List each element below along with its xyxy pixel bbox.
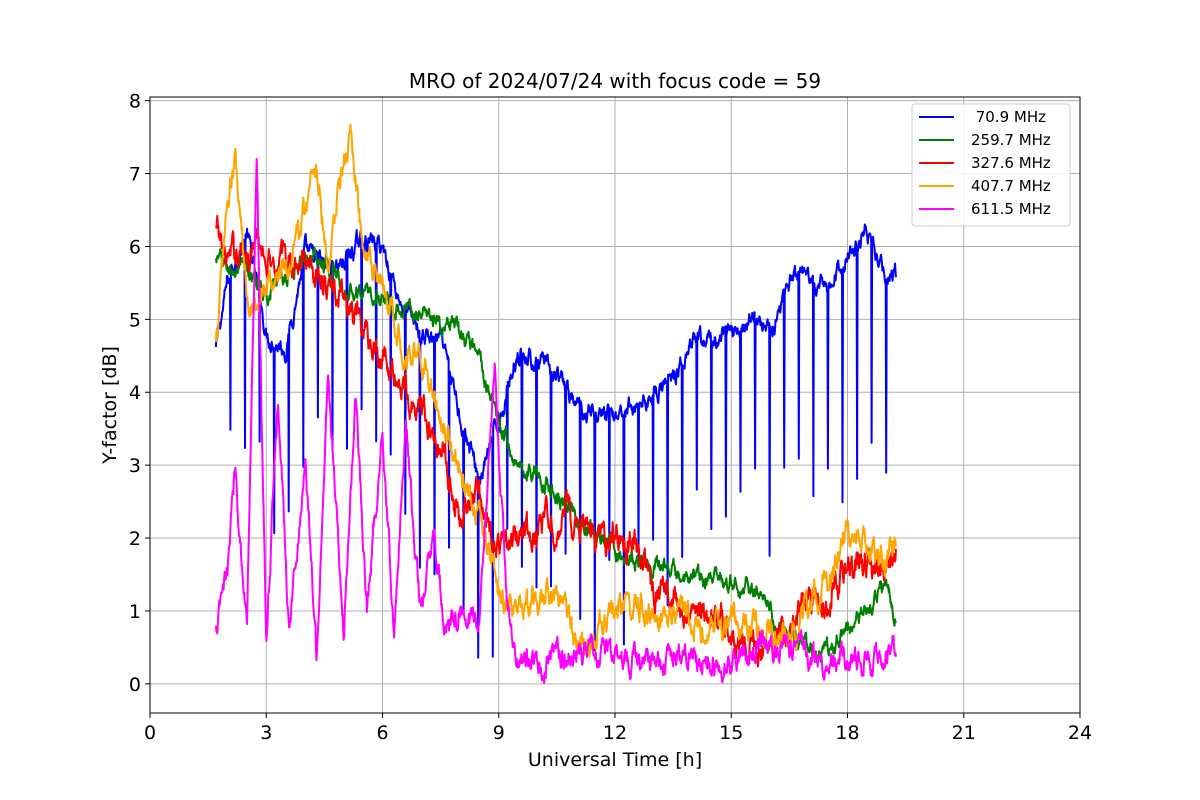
y-tick-label: 2 bbox=[129, 528, 141, 550]
series-line bbox=[214, 158, 897, 684]
x-tick-label: 0 bbox=[144, 722, 156, 744]
x-tick-label: 18 bbox=[835, 722, 859, 744]
series-layer bbox=[214, 123, 897, 684]
y-tick-label: 6 bbox=[129, 236, 141, 258]
x-tick-label: 9 bbox=[493, 722, 505, 744]
x-tick-label: 21 bbox=[952, 722, 976, 744]
legend-box bbox=[911, 103, 1071, 227]
y-tick-label: 7 bbox=[129, 164, 141, 186]
series-line bbox=[214, 214, 897, 668]
y-axis-label: Y-factor [dB] bbox=[99, 346, 121, 465]
legend-label: 259.7 MHz bbox=[971, 131, 1051, 149]
x-tick-label: 6 bbox=[376, 722, 388, 744]
legend-label: 611.5 MHz bbox=[971, 200, 1051, 218]
x-axis-label: Universal Time [h] bbox=[528, 749, 702, 771]
series-line bbox=[214, 123, 897, 658]
x-tick-label: 24 bbox=[1068, 722, 1092, 744]
y-tick-label: 3 bbox=[129, 455, 141, 477]
y-tick-label: 1 bbox=[129, 601, 141, 623]
legend-label: 70.9 MHz bbox=[971, 108, 1046, 126]
legend-label: 327.6 MHz bbox=[971, 154, 1051, 172]
y-tick-label: 4 bbox=[129, 382, 141, 404]
legend: 70.9 MHz 259.7 MHz 327.6 MHz 407.7 MHz 611.5… bbox=[911, 103, 1071, 227]
x-tick-label: 15 bbox=[719, 722, 743, 744]
chart-title: MRO of 2024/07/24 with focus code = 59 bbox=[409, 69, 821, 93]
y-tick-label: 5 bbox=[129, 309, 141, 331]
x-tick-label: 12 bbox=[603, 722, 627, 744]
x-tick-label: 3 bbox=[260, 722, 272, 744]
y-tick-label: 8 bbox=[129, 91, 141, 113]
y-tick-label: 0 bbox=[129, 674, 141, 696]
legend-label: 407.7 MHz bbox=[971, 177, 1051, 195]
